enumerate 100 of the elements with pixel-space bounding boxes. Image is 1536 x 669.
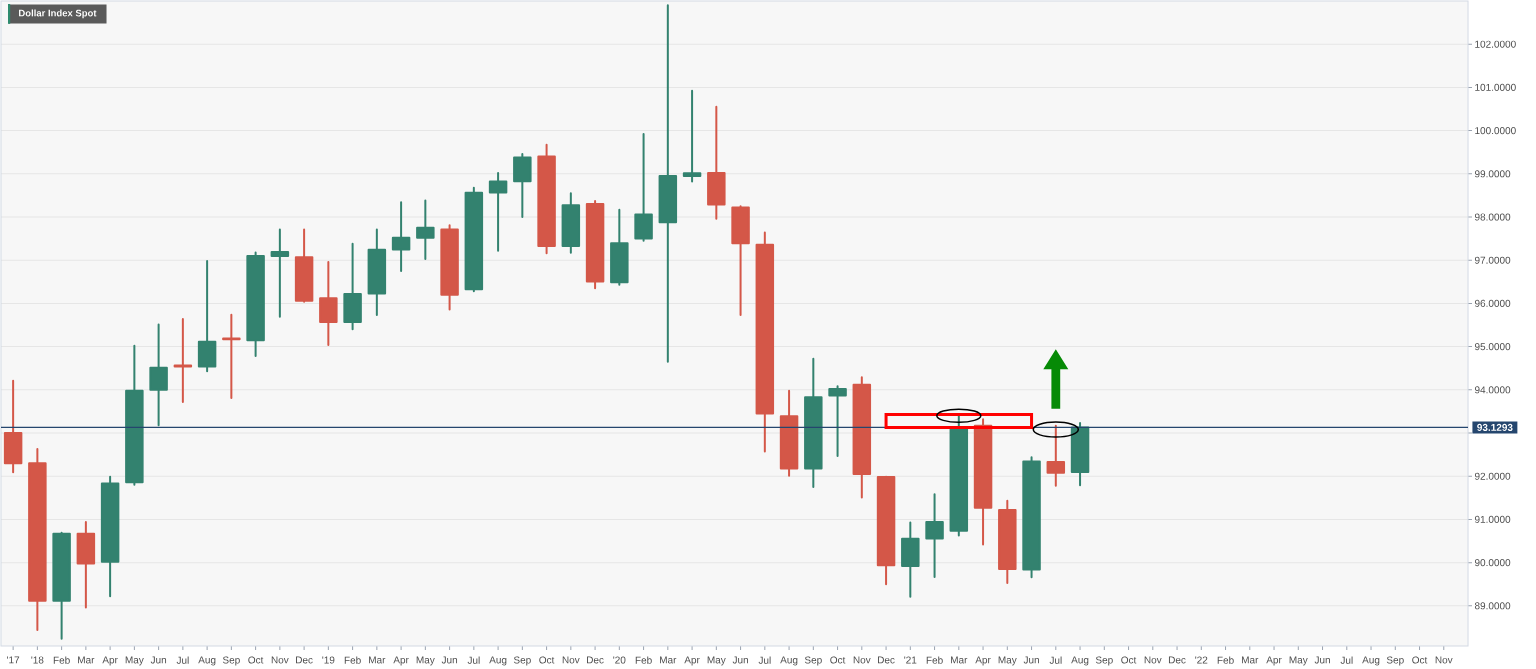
y-tick-label: 97.0000 (1474, 256, 1511, 264)
text: Dollar Index Spot (19, 9, 97, 19)
x-tick-label: Sep (513, 656, 531, 666)
x-tick-label: Oct (1412, 656, 1428, 664)
x-tick-label: Feb (53, 656, 70, 664)
x-tick-label: Oct (539, 656, 555, 664)
candlestick (804, 357, 823, 489)
candlestick (52, 531, 71, 640)
candlestick (998, 499, 1017, 584)
x-tick-label: Aug (780, 656, 798, 666)
x-tick-label: Mar (1242, 656, 1259, 664)
ref-line-label: 93.1293 (1477, 423, 1513, 431)
x-tick-label: Aug (1362, 656, 1380, 666)
x-tick-label: Dec (587, 656, 604, 664)
candlestick (464, 186, 484, 293)
y-tick-label: 92.0000 (1474, 472, 1511, 480)
candlestick (852, 376, 872, 499)
x-tick-label: Jul (176, 656, 189, 664)
candlestick (828, 385, 847, 457)
x-tick-label: Mar (78, 656, 95, 664)
candlestick (440, 224, 459, 311)
x-tick-label: Aug (198, 656, 216, 666)
x-tick-label: Jun (1023, 656, 1039, 664)
x-tick-label: Nov (853, 656, 871, 664)
x-tick-label: Jul (467, 656, 480, 664)
x-tick-label: '17 (7, 656, 20, 664)
candlestick (343, 242, 362, 331)
x-tick-label: May (1289, 656, 1308, 666)
candlestick (391, 201, 411, 273)
candlestick (901, 521, 920, 598)
x-tick-label: Aug (489, 656, 507, 666)
x-tick-label: Oct (1121, 656, 1137, 664)
x-tick-label: Dec (1168, 656, 1186, 664)
x-tick-label: Jun (732, 656, 748, 664)
x-tick-label: May (998, 656, 1017, 666)
x-tick-label: Jun (441, 656, 458, 664)
y-tick-label: 102.0000 (1475, 40, 1516, 48)
candlestick (561, 192, 581, 254)
candlestick (707, 105, 726, 220)
candlestick (100, 475, 120, 598)
y-tick-label: 99.0000 (1474, 170, 1511, 178)
candlestick (76, 521, 96, 609)
x-tick-label: Oct (830, 656, 846, 664)
candlestick (125, 344, 144, 486)
x-tick-label: Sep (1386, 656, 1404, 666)
candlestick (3, 379, 23, 474)
candlestick (779, 389, 799, 477)
candlestick (585, 200, 605, 290)
candlestick (367, 228, 387, 317)
x-tick-label: Jun (1314, 656, 1330, 664)
candlestick (222, 313, 241, 400)
candlestick (270, 228, 290, 318)
x-tick-label: Dec (877, 656, 895, 664)
candlestick (246, 251, 265, 358)
x-tick-label: Apr (102, 656, 118, 666)
candlestick (634, 133, 653, 242)
x-tick-label: Apr (684, 656, 700, 666)
candlestick (755, 231, 775, 453)
x-tick-label: Mar (369, 656, 386, 664)
x-tick-label: Sep (804, 656, 822, 666)
x-tick-label: Dec (296, 656, 313, 664)
candlestick (949, 414, 969, 537)
x-tick-label: '21 (904, 656, 917, 664)
x-tick-label: Nov (1435, 656, 1453, 664)
candlestick (1022, 456, 1041, 579)
candlestick (294, 228, 314, 303)
x-tick-label: Feb (635, 656, 652, 664)
candlestick (416, 199, 435, 260)
x-tick-label: Apr (393, 656, 409, 666)
x-tick-label: Mar (660, 656, 677, 664)
x-tick-label: Jul (1049, 656, 1062, 664)
y-tick-label: 90.0000 (1474, 559, 1511, 567)
candlestick (513, 152, 532, 219)
candlestick (658, 4, 678, 363)
candlestick (197, 260, 217, 373)
x-tick-label: Aug (1071, 656, 1089, 666)
y-tick-label: 100.0000 (1475, 127, 1516, 135)
candlestick (149, 323, 168, 427)
x-tick-label: May (416, 656, 435, 666)
x-tick-label: Jul (1340, 656, 1353, 664)
x-tick-label: Jul (758, 656, 771, 664)
candlestick (28, 448, 47, 632)
candlestick (1046, 424, 1066, 487)
x-tick-label: May (707, 656, 726, 666)
x-tick-label: Nov (562, 656, 580, 664)
x-tick-label: Apr (1266, 656, 1282, 666)
candlestick (973, 418, 993, 546)
x-tick-label: Apr (975, 656, 991, 666)
y-tick-label: 98.0000 (1474, 213, 1511, 221)
x-tick-label: '20 (613, 656, 626, 664)
candlestick (682, 89, 702, 183)
x-tick-label: '18 (31, 656, 44, 664)
y-tick-label: 101.0000 (1475, 83, 1516, 91)
candlestick (319, 260, 338, 346)
candlestick (731, 205, 750, 317)
candlestick (876, 475, 896, 586)
y-tick-label: 89.0000 (1474, 602, 1511, 610)
candlestick (537, 143, 556, 255)
x-tick-label: Mar (951, 656, 968, 664)
x-tick-label: Jun (150, 656, 167, 664)
